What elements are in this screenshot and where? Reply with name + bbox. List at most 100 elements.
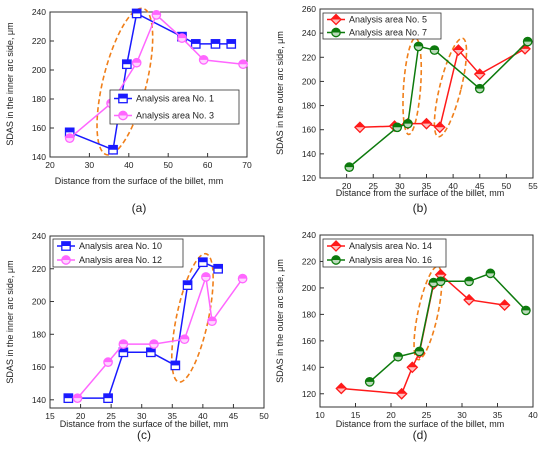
panel-label: (d) <box>413 428 428 442</box>
x-tick-label: 70 <box>242 160 252 170</box>
y-tick-label: 160 <box>32 362 46 372</box>
x-tick-label: 45 <box>229 411 239 421</box>
x-tick-label: 20 <box>386 410 396 420</box>
x-tick-label: 50 <box>259 411 269 421</box>
x-tick-label: 25 <box>369 181 379 191</box>
x-tick-label: 30 <box>395 181 405 191</box>
legend-marker-fill <box>331 28 341 33</box>
y-tick-label: 200 <box>302 76 316 86</box>
y-tick-label: 160 <box>302 336 316 346</box>
x-tick-label: 50 <box>163 160 173 170</box>
y-tick-label: 140 <box>302 149 316 159</box>
data-point-fill <box>207 316 217 322</box>
data-point-fill <box>119 348 128 353</box>
chart-panel-d: 10 15 20 25 30 35 40 120 140 160 180 200 220 240 Dista… <box>275 230 538 442</box>
y-tick-label: 160 <box>302 125 316 135</box>
legend-marker-fill <box>61 255 71 260</box>
x-tick-label: 25 <box>106 411 116 421</box>
x-axis-label: Distance from the surface of the billet,… <box>336 419 505 429</box>
y-tick-label: 200 <box>32 297 46 307</box>
data-point-fill <box>421 118 432 124</box>
x-tick-label: 40 <box>448 181 458 191</box>
data-point-fill <box>183 280 192 286</box>
y-tick-label: 220 <box>302 256 316 266</box>
y-tick-label: 240 <box>32 231 46 241</box>
legend-marker-fill <box>331 14 341 20</box>
x-tick-label: 30 <box>457 410 467 420</box>
data-point-fill <box>434 122 445 128</box>
data-point-fill <box>393 123 402 128</box>
data-point-fill <box>499 300 510 306</box>
panel-label: (a) <box>132 201 147 215</box>
legend-label: Analysis area No. 7 <box>349 28 427 38</box>
y-tick-label: 240 <box>32 7 46 17</box>
data-point-fill <box>198 258 208 263</box>
y-tick-label: 120 <box>302 389 316 399</box>
y-tick-label: 180 <box>302 101 316 111</box>
data-point-fill <box>103 393 113 399</box>
x-axis-label: Distance from the surface of the billet,… <box>55 176 224 186</box>
x-tick-label: 10 <box>315 410 325 420</box>
series-line <box>359 48 526 129</box>
y-tick-label: 180 <box>302 309 316 319</box>
y-tick-label: 120 <box>302 173 316 183</box>
x-tick-label: 15 <box>351 410 361 420</box>
legend-marker-fill <box>331 241 341 246</box>
y-tick-label: 160 <box>32 123 46 133</box>
legend-label: Analysis area No. 5 <box>349 15 427 25</box>
x-tick-label: 60 <box>203 160 213 170</box>
data-point-fill <box>191 39 200 44</box>
y-axis-label: SDAS in the inner arc side, μm <box>5 22 15 145</box>
y-tick-label: 180 <box>32 94 46 104</box>
data-point-fill <box>403 119 413 124</box>
legend-label: Analysis area No. 12 <box>79 255 162 265</box>
y-tick-label: 180 <box>32 329 46 339</box>
data-point-fill <box>429 278 438 283</box>
data-point-fill <box>464 277 474 282</box>
y-tick-label: 200 <box>32 65 46 75</box>
y-tick-label: 220 <box>32 36 46 46</box>
x-tick-label: 40 <box>124 160 134 170</box>
legend-marker-fill <box>118 111 128 116</box>
x-tick-label: 40 <box>198 411 208 421</box>
y-tick-label: 140 <box>302 362 316 372</box>
data-point-fill <box>177 33 187 39</box>
data-point-fill <box>238 60 248 65</box>
annotation-ellipse <box>96 7 154 156</box>
chart-panel-a: 20 30 40 50 60 70 140 160 180 200 220 240 Distance f… <box>5 7 252 215</box>
data-point-fill <box>73 393 82 399</box>
legend-box <box>109 89 240 125</box>
x-tick-label: 50 <box>502 181 512 191</box>
y-tick-label: 140 <box>32 395 46 405</box>
series-line <box>369 272 527 383</box>
x-tick-label: 35 <box>168 411 178 421</box>
panel-label: (b) <box>413 201 428 215</box>
data-point-fill <box>152 10 161 15</box>
data-point-fill <box>336 383 347 389</box>
legend-label: Analysis area No. 16 <box>349 255 432 265</box>
data-point-fill <box>213 264 223 269</box>
y-tick-label: 220 <box>302 52 316 62</box>
x-tick-label: 20 <box>342 181 352 191</box>
data-point-fill <box>365 377 374 382</box>
legend-label: Analysis area No. 1 <box>136 94 214 104</box>
y-tick-label: 240 <box>302 230 316 240</box>
chart-panel-c: 15 20 25 30 35 40 45 50 140 160 180 200 220 240 Distan… <box>5 231 269 442</box>
data-point-fill <box>393 352 403 357</box>
data-point-fill <box>65 128 74 133</box>
data-point-fill <box>414 42 423 47</box>
data-point-fill <box>132 58 141 63</box>
data-point-fill <box>453 45 464 51</box>
data-point-fill <box>345 162 354 168</box>
data-point-fill <box>430 45 439 51</box>
data-point-fill <box>65 133 74 139</box>
x-tick-label: 30 <box>137 411 147 421</box>
data-point-fill <box>474 69 485 75</box>
legend-marker-fill <box>331 255 341 260</box>
series-line <box>68 261 219 399</box>
data-point-fill <box>227 39 236 44</box>
x-tick-label: 15 <box>45 411 55 421</box>
data-point-fill <box>146 348 156 353</box>
y-tick-label: 140 <box>32 152 46 162</box>
